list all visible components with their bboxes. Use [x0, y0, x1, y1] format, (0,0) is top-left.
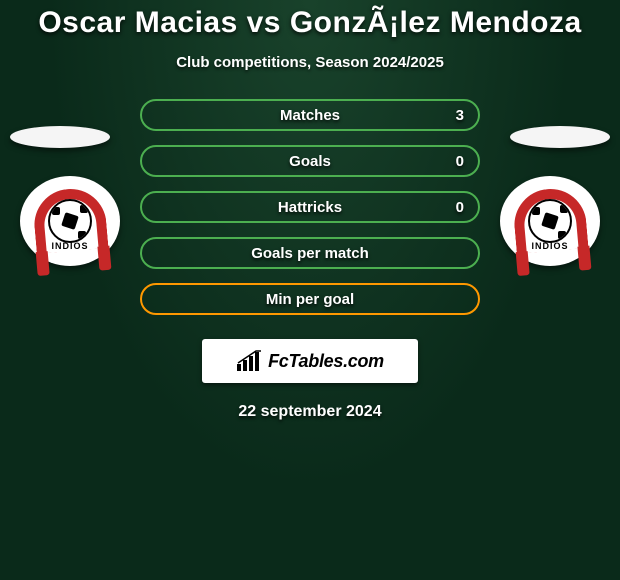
stat-row-goals-per-match: Goals per match	[140, 237, 480, 269]
club-name-right: INDIOS	[516, 241, 584, 251]
stat-value: 3	[456, 107, 464, 124]
club-badge-left: INDIOS	[20, 176, 120, 266]
stat-label: Min per goal	[266, 291, 354, 308]
player-photo-right	[510, 126, 610, 148]
soccer-ball-icon	[528, 199, 572, 243]
comparison-card: Oscar Macias vs GonzÃ¡lez Mendoza Club c…	[0, 0, 620, 580]
chart-icon	[236, 350, 262, 372]
stat-row-hattricks: Hattricks 0	[140, 191, 480, 223]
stat-row-matches: Matches 3	[140, 99, 480, 131]
brand-watermark: FcTables.com	[202, 339, 418, 383]
stat-label: Goals per match	[251, 245, 369, 262]
player-photo-left	[10, 126, 110, 148]
stat-value: 0	[456, 153, 464, 170]
stat-row-min-per-goal: Min per goal	[140, 283, 480, 315]
date-label: 22 september 2024	[0, 403, 620, 421]
soccer-ball-icon	[48, 199, 92, 243]
stat-value: 0	[456, 199, 464, 216]
subtitle: Club competitions, Season 2024/2025	[0, 54, 620, 71]
stat-label: Matches	[280, 107, 340, 124]
stat-label: Hattricks	[278, 199, 342, 216]
club-badge-right: INDIOS	[500, 176, 600, 266]
brand-text: FcTables.com	[268, 351, 384, 372]
stat-row-goals: Goals 0	[140, 145, 480, 177]
stats-list: Matches 3 Goals 0 Hattricks 0 Goals per …	[140, 99, 480, 315]
club-name-left: INDIOS	[36, 241, 104, 251]
stat-label: Goals	[289, 153, 331, 170]
page-title: Oscar Macias vs GonzÃ¡lez Mendoza	[0, 0, 620, 40]
